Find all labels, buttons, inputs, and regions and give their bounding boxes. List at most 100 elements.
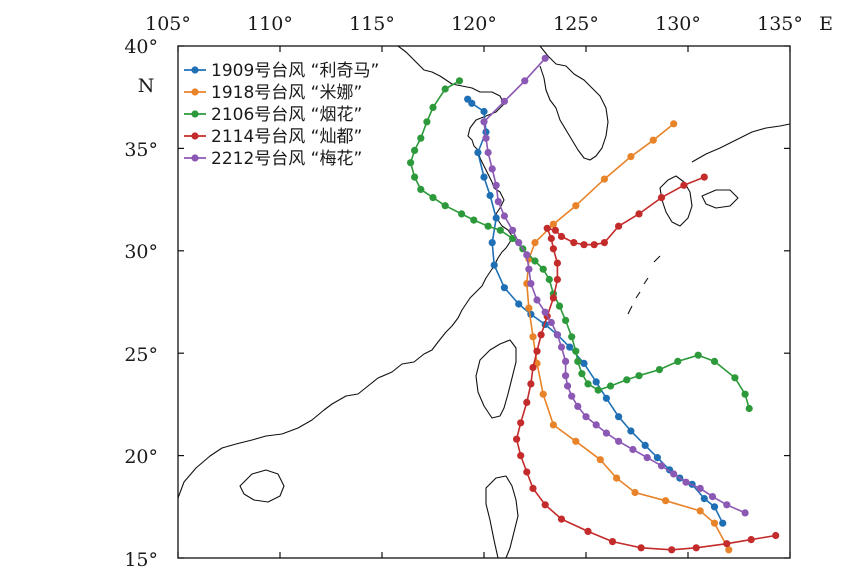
track-point bbox=[747, 536, 755, 544]
track-point bbox=[458, 210, 466, 218]
track-point bbox=[682, 478, 690, 486]
track-point bbox=[523, 398, 531, 406]
track-point bbox=[566, 343, 574, 351]
track-point bbox=[539, 265, 547, 273]
track-point bbox=[615, 413, 623, 421]
track-point bbox=[596, 456, 604, 464]
track-line bbox=[467, 98, 724, 524]
track-point bbox=[562, 357, 570, 365]
track-point bbox=[407, 159, 415, 167]
track-point bbox=[668, 546, 676, 554]
track-point bbox=[568, 333, 576, 341]
y-tick-20: 20° bbox=[124, 446, 158, 468]
track-point bbox=[580, 241, 588, 249]
track-point bbox=[708, 493, 717, 501]
track-point bbox=[429, 194, 437, 202]
track-point bbox=[627, 427, 635, 435]
track-point bbox=[574, 402, 582, 410]
track-point bbox=[474, 148, 482, 157]
north-label: N bbox=[138, 75, 155, 97]
track-point bbox=[470, 216, 478, 224]
track-point bbox=[500, 212, 508, 220]
track-point bbox=[568, 392, 576, 400]
track-point bbox=[488, 239, 496, 247]
track-point bbox=[517, 419, 525, 427]
track-point bbox=[523, 468, 531, 476]
legend-label: 1918号台风 “米娜” bbox=[211, 83, 362, 103]
track-point bbox=[557, 232, 566, 241]
track-point bbox=[741, 390, 749, 398]
track-point bbox=[623, 376, 631, 384]
y-tick-40: 40° bbox=[124, 36, 158, 58]
track-point bbox=[500, 284, 508, 292]
legend-label: 2106号台风 “烟花” bbox=[211, 105, 362, 125]
track-point bbox=[635, 372, 643, 380]
track-point bbox=[564, 382, 572, 390]
track-point bbox=[529, 484, 537, 492]
track-point bbox=[572, 202, 580, 210]
track-1 bbox=[464, 95, 727, 527]
track-point bbox=[508, 226, 517, 234]
track-point bbox=[527, 380, 535, 388]
track-point bbox=[570, 239, 578, 247]
track-point bbox=[533, 347, 541, 355]
legend: 1909号台风 “利奇马”1918号台风 “米娜”2106号台风 “烟花”211… bbox=[184, 61, 379, 169]
track-point bbox=[515, 239, 523, 247]
track-point bbox=[411, 146, 419, 154]
track-point bbox=[484, 222, 492, 230]
track-point bbox=[517, 452, 525, 460]
taiwan-island bbox=[475, 339, 517, 419]
east-label: E bbox=[819, 13, 833, 35]
track-point bbox=[529, 363, 537, 372]
x-tick-115: 115° bbox=[349, 13, 395, 35]
track-point bbox=[547, 318, 555, 327]
track-point bbox=[549, 294, 558, 302]
track-point bbox=[455, 77, 464, 85]
track-point bbox=[492, 214, 500, 222]
legend-item-3: 2106号台风 “烟花” bbox=[184, 105, 362, 125]
track-point bbox=[662, 497, 670, 505]
track-point bbox=[592, 378, 600, 386]
track-point bbox=[529, 333, 537, 341]
track-point bbox=[629, 445, 637, 454]
track-point bbox=[423, 118, 431, 126]
track-point bbox=[541, 308, 549, 316]
legend-item-2: 1918号台风 “米娜” bbox=[184, 83, 362, 103]
track-point bbox=[486, 191, 494, 200]
legend-swatch-dot bbox=[191, 154, 199, 162]
track-point bbox=[553, 331, 562, 339]
track-point bbox=[680, 181, 688, 189]
track-point bbox=[725, 546, 733, 554]
track-point bbox=[723, 540, 731, 548]
track-point bbox=[572, 437, 580, 445]
legend-swatch-dot bbox=[191, 110, 199, 118]
track-point bbox=[637, 544, 645, 552]
track-point bbox=[582, 413, 590, 421]
x-tick-105: 105° bbox=[145, 13, 191, 35]
track-point bbox=[580, 359, 588, 367]
track-point bbox=[541, 54, 549, 62]
track-point bbox=[555, 302, 564, 310]
track-point bbox=[557, 515, 566, 523]
track-point bbox=[515, 300, 523, 308]
track-point bbox=[496, 226, 504, 234]
track-point bbox=[578, 370, 586, 378]
track-point bbox=[700, 495, 708, 503]
track-point bbox=[553, 259, 562, 267]
track-point bbox=[584, 527, 592, 536]
track-point bbox=[539, 390, 547, 398]
track-point bbox=[653, 454, 662, 462]
china-coastline bbox=[178, 46, 513, 499]
track-point bbox=[480, 118, 488, 126]
track-5 bbox=[480, 54, 749, 517]
track-point bbox=[631, 488, 639, 497]
track-point bbox=[441, 85, 449, 93]
hainan-island bbox=[239, 469, 285, 503]
track-point bbox=[545, 275, 553, 284]
track-point bbox=[731, 374, 739, 382]
track-point bbox=[643, 454, 651, 462]
x-tick-110: 110° bbox=[247, 13, 293, 35]
track-point bbox=[500, 97, 508, 105]
track-point bbox=[692, 544, 700, 552]
